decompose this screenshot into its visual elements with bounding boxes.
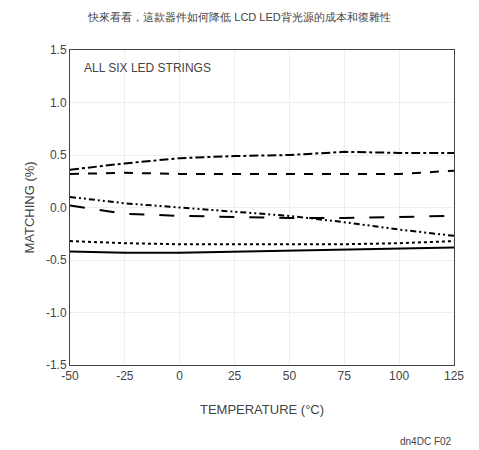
svg-text:50: 50: [283, 369, 297, 383]
svg-text:MATCHING (%): MATCHING (%): [22, 161, 37, 253]
svg-text:-1.0: -1.0: [46, 306, 67, 320]
svg-text:0.0: 0.0: [50, 201, 67, 215]
svg-text:-1.5: -1.5: [46, 358, 67, 372]
svg-text:125: 125: [444, 369, 464, 383]
svg-text:快來看看，這款器件如何降低 LCD LED背光源的成本和復雜: 快來看看，這款器件如何降低 LCD LED背光源的成本和復雜性: [87, 11, 391, 23]
svg-text:TEMPERATURE (°C): TEMPERATURE (°C): [200, 402, 324, 417]
svg-text:1.0: 1.0: [50, 96, 67, 110]
svg-text:-0.5: -0.5: [46, 253, 67, 267]
svg-text:0: 0: [176, 369, 183, 383]
svg-text:-25: -25: [116, 369, 134, 383]
svg-text:25: 25: [228, 369, 242, 383]
svg-text:ALL SIX LED STRINGS: ALL SIX LED STRINGS: [84, 61, 211, 75]
svg-text:0.5: 0.5: [50, 148, 67, 162]
svg-text:dn4DC F02: dn4DC F02: [400, 436, 452, 447]
svg-text:75: 75: [338, 369, 352, 383]
svg-text:-50: -50: [61, 369, 79, 383]
svg-text:1.5: 1.5: [50, 43, 67, 57]
svg-text:100: 100: [389, 369, 409, 383]
